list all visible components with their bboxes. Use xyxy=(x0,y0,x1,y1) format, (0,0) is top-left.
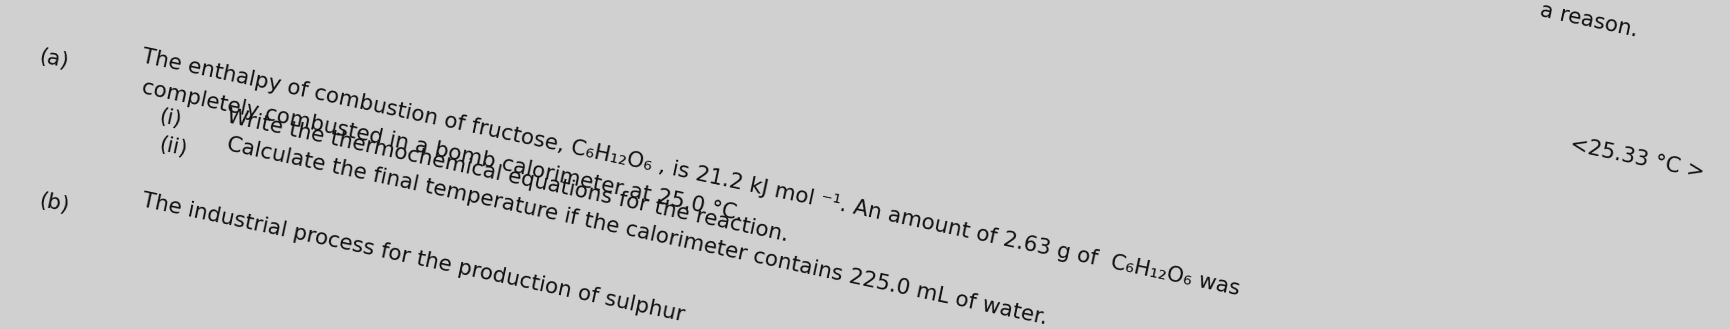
Text: (b): (b) xyxy=(36,190,71,216)
Text: (i): (i) xyxy=(157,106,183,130)
Text: (a): (a) xyxy=(36,46,71,72)
Text: The enthalpy of combustion of fructose, C₆H₁₂O₆ , is 21.2 kJ mol ⁻¹. An amount o: The enthalpy of combustion of fructose, … xyxy=(140,46,1242,299)
Text: <25.33 °C >: <25.33 °C > xyxy=(1567,134,1706,182)
Text: completely combusted in a bomb calorimeter at 25.0 °C.: completely combusted in a bomb calorimet… xyxy=(140,77,746,225)
Text: Write the thermochemical equations for the reaction.: Write the thermochemical equations for t… xyxy=(225,106,791,245)
Text: (ii): (ii) xyxy=(157,134,189,160)
Text: a reason.: a reason. xyxy=(1538,0,1640,40)
Text: The industrial process for the production of sulphur: The industrial process for the productio… xyxy=(140,190,687,325)
Text: Calculate the final temperature if the calorimeter contains 225.0 mL of water.: Calculate the final temperature if the c… xyxy=(225,134,1050,328)
